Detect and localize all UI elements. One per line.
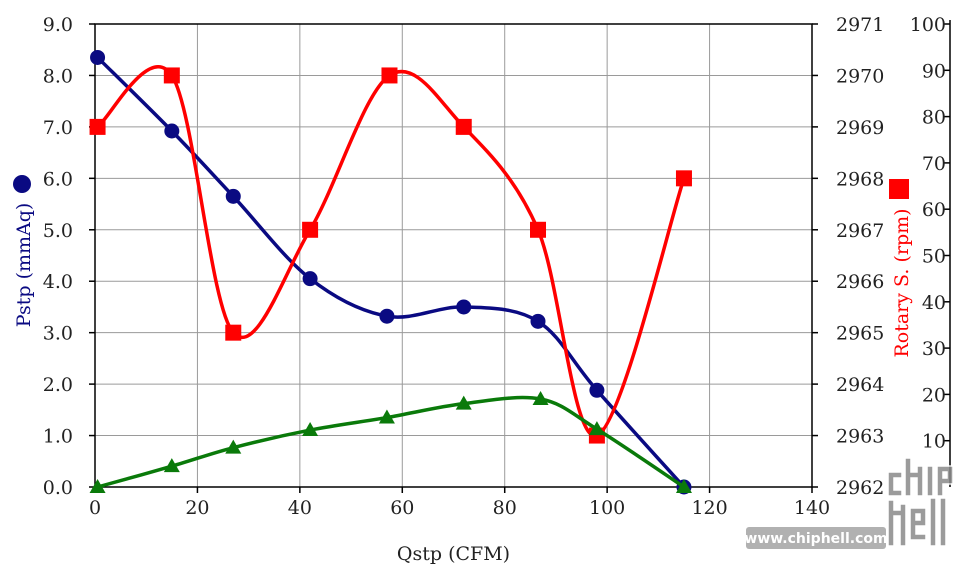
series-green-point (532, 391, 549, 406)
x-tick-label: 100 (589, 497, 625, 519)
series-green-point (675, 479, 692, 493)
x-tick-label: 0 (89, 497, 101, 519)
left-tick-label: 6.0 (43, 168, 73, 190)
watermark-url: www.chiphell.com (744, 531, 887, 547)
x-axis-title: Qstp (CFM) (397, 543, 510, 565)
series-green-point (588, 421, 605, 436)
right-2-tick-label: 60 (922, 199, 946, 221)
right-2-tick-label: 30 (922, 338, 946, 360)
grid-lines (94, 23, 813, 488)
right-rpm-tick-label: 2964 (836, 374, 884, 396)
right-2-tick-label: 90 (922, 60, 946, 82)
series-pstp-point (589, 382, 605, 398)
series-pstp-point (225, 188, 241, 204)
series-rpm-point (302, 221, 319, 238)
series-pstp-point (379, 308, 395, 324)
series-green-point (455, 395, 472, 410)
left-tick-label: 1.0 (43, 426, 73, 448)
series-green-point (378, 409, 395, 424)
right-2-tick-label: 40 (922, 292, 946, 314)
right-rpm-tick-label: 2962 (836, 477, 884, 499)
series-rpm-point (455, 118, 472, 135)
right-rpm-tick-label: 2968 (836, 168, 884, 190)
series-pstp-point (302, 271, 318, 287)
right-2-tick-label: 80 (922, 107, 946, 129)
series-rpm-point (530, 221, 547, 238)
left-tick-label: 8.0 (43, 65, 73, 87)
right-2-tick-label: 100 (910, 14, 946, 36)
series-green (89, 391, 692, 493)
x-tick-label: 80 (493, 497, 517, 519)
series-rpm-point (163, 67, 180, 84)
right-2-tick-label: 10 (922, 431, 946, 453)
right-axis-title-group: Rotary S. (rpm) (889, 179, 913, 358)
right-axis-rpm-ticks: 2962 2963 2964 2965 2966 2967 2968 2969 2970 2971 (812, 14, 884, 499)
series-green-point (302, 422, 319, 437)
series-layer (89, 49, 692, 495)
right-2-tick-label: 50 (922, 246, 946, 268)
left-tick-label: 5.0 (43, 220, 73, 242)
right-axis-2-ticks: 10 20 30 40 50 60 70 80 90 100 (910, 14, 950, 453)
chiphell-logo-icon (887, 457, 954, 547)
left-tick-label: 0.0 (43, 477, 73, 499)
series-green-point (225, 439, 242, 454)
x-tick-label: 20 (185, 497, 209, 519)
chiphell-watermark: www.chiphell.com (744, 457, 954, 549)
series-pstp-point (456, 299, 472, 315)
right-axis-rpm-title: Rotary S. (rpm) (891, 208, 913, 357)
plot-frame (94, 23, 813, 488)
series-green-point (89, 479, 106, 493)
x-tick-label: 40 (288, 497, 312, 519)
right-rpm-tick-label: 2971 (836, 14, 884, 36)
series-pstp-point (530, 313, 546, 329)
series-green-point (163, 458, 180, 473)
series-pstp-point (90, 49, 106, 65)
left-tick-label: 2.0 (43, 374, 73, 396)
x-tick-label: 60 (390, 497, 414, 519)
right-rpm-tick-label: 2966 (836, 271, 884, 293)
right-rpm-tick-label: 2969 (836, 117, 884, 139)
right-rpm-tick-label: 2967 (836, 220, 884, 242)
right-2-tick-label: 20 (922, 384, 946, 406)
x-tick-label: 140 (794, 497, 830, 519)
left-tick-label: 9.0 (43, 14, 73, 36)
left-tick-label: 4.0 (43, 271, 73, 293)
right-2-tick-label: 70 (922, 153, 946, 175)
right-rpm-tick-label: 2965 (836, 323, 884, 345)
series-rpm-point (225, 324, 242, 341)
left-tick-label: 3.0 (43, 323, 73, 345)
right-axis-legend-square-marker (889, 179, 909, 199)
right-rpm-tick-label: 2970 (836, 65, 884, 87)
series-pstp-point (164, 123, 180, 139)
x-tick-label: 120 (691, 497, 727, 519)
left-axis-title-group: Pstp (mmAq) (13, 175, 35, 327)
right-rpm-tick-label: 2963 (836, 426, 884, 448)
x-axis-ticks: 0 20 40 60 80 100 120 140 (89, 487, 830, 519)
left-axis-legend-circle-marker (13, 175, 31, 193)
series-rpm-line (96, 65, 686, 438)
left-axis-ticks: 0.0 1.0 2.0 3.0 4.0 5.0 6.0 7.0 8.0 9.0 (43, 14, 95, 499)
left-axis-title: Pstp (mmAq) (13, 203, 35, 328)
series-rpm-point (675, 170, 692, 187)
series-rpm-point (381, 67, 398, 84)
left-tick-label: 7.0 (43, 117, 73, 139)
series-rpm-point (89, 118, 106, 135)
